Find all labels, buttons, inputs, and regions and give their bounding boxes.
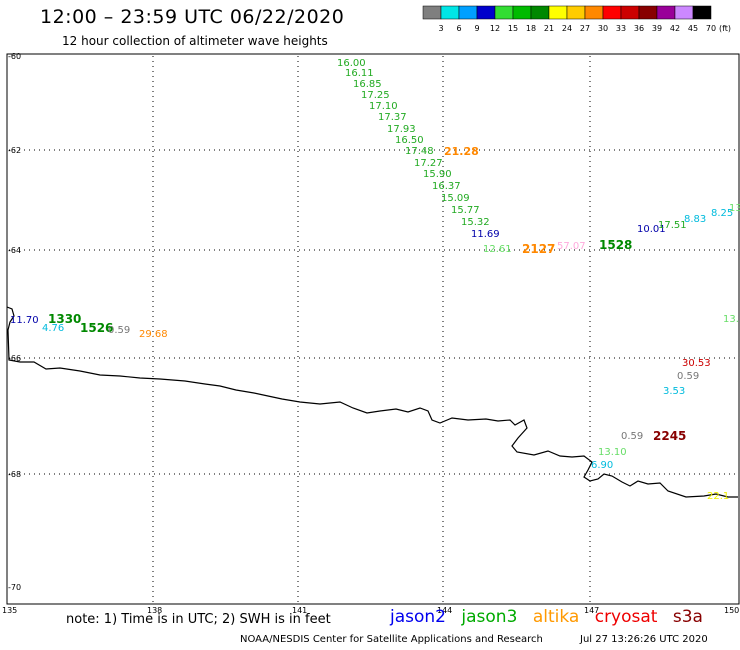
obs-label: 0.59	[108, 325, 130, 336]
lon-axis-labels: 135 138 141 144 147 150	[2, 606, 739, 615]
obs-label: 11.70	[10, 315, 39, 326]
lon-label: 150	[724, 606, 739, 615]
satellite-jason2: jason2	[390, 607, 446, 627]
scale-label: 21	[544, 24, 554, 33]
obs-label: 17.51	[658, 220, 687, 231]
obs-label: 22.1	[707, 491, 729, 502]
scale-unit: (ft)	[719, 24, 731, 33]
obs-label: 2127	[522, 242, 555, 256]
obs-label: 0.59	[621, 431, 643, 442]
obs-label: 29.68	[139, 329, 168, 340]
obs-label: 8.83	[684, 214, 706, 225]
obs-label: 1528	[599, 238, 632, 252]
obs-label: 8.25	[711, 208, 733, 219]
obs-label: 16.50	[395, 135, 424, 146]
scale-label: 70	[706, 24, 716, 33]
credit-line: NOAA/NESDIS Center for Satellite Applica…	[240, 634, 543, 645]
obs-label: 17.27	[414, 158, 443, 169]
map-title: 12:00 – 23:59 UTC 06/22/2020	[40, 6, 345, 28]
scale-label: 45	[688, 24, 698, 33]
footer-note: note: 1) Time is in UTC; 2) SWH is in fe…	[66, 612, 331, 627]
obs-label: 13.	[723, 314, 739, 325]
color-scale-legend: 3 6 9 12 15 18 21 24 27 30 33 36 39 42 45 70 (ft)	[422, 5, 731, 33]
obs-label: 15.77	[451, 205, 480, 216]
satellite-altika: altika	[532, 607, 580, 627]
graticule	[9, 56, 737, 602]
scale-label: 6	[456, 24, 461, 33]
lon-label: 141	[292, 606, 307, 615]
map-frame	[6, 53, 740, 605]
obs-label: 4.76	[42, 323, 64, 334]
antarctic-coastline	[6, 306, 738, 498]
scale-swatch	[692, 5, 712, 20]
lat-label: -60	[8, 52, 21, 61]
scale-label: 39	[652, 24, 662, 33]
obs-label: 0.59	[677, 371, 699, 382]
lat-label: -66	[8, 354, 21, 363]
lat-label: -62	[8, 146, 21, 155]
lat-label: -70	[8, 583, 21, 592]
lon-label: 138	[147, 606, 162, 615]
obs-label: 16.85	[353, 79, 382, 90]
lon-label: 135	[2, 606, 17, 615]
obs-label: 10.01	[637, 224, 666, 235]
obs-label: 12.61	[483, 244, 512, 255]
lat-label: -64	[8, 246, 21, 255]
obs-label: 1526	[80, 321, 113, 335]
wave-height-observations: 16.00 16.11 16.85 17.25 17.10 17.37 17.9…	[10, 58, 740, 502]
map-subtitle: 12 hour collection of altimeter wave hei…	[62, 34, 328, 48]
obs-label: 15.90	[423, 169, 452, 180]
lat-axis-labels: -60 -62 -64 -66 -68 -70	[8, 52, 21, 592]
generation-timestamp: Jul 27 13:26:26 UTC 2020	[580, 634, 708, 645]
scale-label: 18	[526, 24, 536, 33]
scale-label: 9	[474, 24, 479, 33]
satellite-jason3: jason3	[461, 607, 518, 627]
scale-label: 24	[562, 24, 572, 33]
obs-label: 13.10	[598, 447, 627, 458]
obs-label: 17.48	[405, 146, 434, 157]
scale-label: 3	[438, 24, 443, 33]
obs-label: 16.11	[345, 68, 374, 79]
obs-label: 15.09	[441, 193, 470, 204]
scale-label: 12	[490, 24, 500, 33]
lon-label: 144	[437, 606, 452, 615]
obs-label: 16.37	[432, 181, 461, 192]
satellite-cryosat: cryosat	[594, 607, 658, 627]
obs-label: 2245	[653, 429, 686, 443]
obs-label: 30.53	[682, 358, 711, 369]
scale-label: 42	[670, 24, 680, 33]
obs-label: 13	[729, 203, 740, 214]
lon-label: 147	[584, 606, 599, 615]
obs-label: 57.07	[557, 241, 586, 252]
obs-label: 11.69	[471, 229, 500, 240]
scale-label: 27	[580, 24, 590, 33]
scale-label: 15	[508, 24, 518, 33]
obs-label: 21.28	[444, 145, 479, 158]
scale-label: 30	[598, 24, 608, 33]
obs-label: 6.90	[591, 460, 613, 471]
obs-label: 16.00	[337, 58, 366, 69]
obs-label: 17.37	[378, 112, 407, 123]
obs-label: 17.10	[369, 101, 398, 112]
obs-label: 15.32	[461, 217, 490, 228]
obs-label: 1330	[48, 312, 81, 326]
satellite-legend: jason2 jason3 altika cryosat s3a	[390, 607, 713, 627]
obs-label: 3.53	[663, 386, 685, 397]
lat-label: -68	[8, 470, 21, 479]
scale-label: 36	[634, 24, 644, 33]
scale-label: 33	[616, 24, 626, 33]
obs-label: 17.25	[361, 90, 390, 101]
obs-label: 17.93	[387, 124, 416, 135]
satellite-s3a: s3a	[672, 607, 703, 627]
